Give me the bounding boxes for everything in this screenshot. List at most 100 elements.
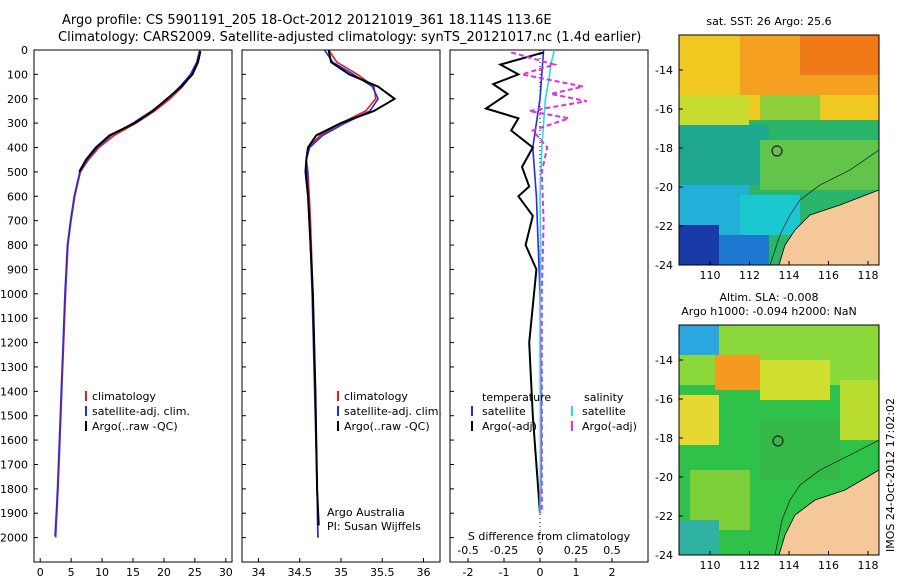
salinity-legend-label: satellite-adj. clim.: [344, 405, 442, 418]
sla_map-ytick-label: -16: [655, 393, 673, 406]
sla_map-ytick-label: -24: [655, 549, 673, 562]
sst_map-xtick-label: 114: [779, 269, 800, 282]
temperature-xtick-label: 25: [188, 566, 202, 579]
temperature-series-satellite-adj-clim-: [54, 50, 201, 537]
salinity-legend-label: climatology: [344, 390, 408, 403]
difference-panel-frame: [449, 49, 649, 563]
salinity-diff-tick-label: -0.25: [490, 544, 518, 557]
depth-tick-label: 200: [7, 93, 28, 106]
depth-tick-label: 1900: [0, 507, 28, 520]
sla_map-xtick-label: 110: [700, 559, 721, 572]
difference-series-salinity-argo-adj-: [510, 51, 587, 514]
temperature-xtick-label: 15: [126, 566, 140, 579]
side-stamp: IMOS 24-Oct-2012 17:02:02: [884, 397, 897, 552]
sla_map-ytick-label: -18: [655, 432, 673, 445]
sla_map-ytick-label: -14: [655, 354, 673, 367]
salinity-diff-axis-label: S difference from climatology: [468, 530, 631, 543]
sst_map-xtick-label: 110: [700, 269, 721, 282]
salinity-xtick-label: 34: [252, 566, 266, 579]
salinity-xtick-label: 36: [417, 566, 431, 579]
sla_map-xtick-label: 114: [779, 559, 800, 572]
depth-tick-label: 1200: [0, 337, 28, 350]
difference-xtick-label: 0: [537, 566, 544, 579]
sst_map-ytick-label: -20: [655, 181, 673, 194]
diff-legend-temp-label: satellite: [482, 405, 526, 418]
depth-tick-label: 0: [21, 44, 28, 57]
sst_map-xtick-label: 112: [739, 269, 760, 282]
salinity-diff-tick-label: 0.5: [603, 544, 621, 557]
diff-legend-salinity-title: salinity: [584, 391, 624, 404]
salinity-series-argo-raw-qc-: [304, 50, 397, 526]
temperature-legend-label: climatology: [92, 390, 156, 403]
salinity-xtick-label: 35.5: [370, 566, 395, 579]
difference-xtick-label: -1: [499, 566, 510, 579]
difference-xtick-label: 1: [573, 566, 580, 579]
salinity-legend-label: Argo(..raw -QC): [344, 420, 430, 433]
sst_map-xtick-label: 118: [858, 269, 879, 282]
salinity-annotation: PI: Susan Wijffels: [327, 520, 421, 533]
diff-legend-sal-label: satellite: [582, 405, 626, 418]
sla_map-ytick-label: -22: [655, 510, 673, 523]
depth-tick-label: 800: [7, 239, 28, 252]
temperature-xtick-label: 0: [37, 566, 44, 579]
header-line2: Climatology: CARS2009. Satellite-adjuste…: [58, 30, 642, 45]
sla_map-title-line: Altim. SLA: -0.008: [719, 291, 818, 304]
sla_map-ytick-label: -20: [655, 471, 673, 484]
sla_map-xtick-label: 118: [858, 559, 879, 572]
sla-argo-marker: [772, 435, 784, 447]
depth-tick-label: 1600: [0, 434, 28, 447]
temperature-series-climatology: [54, 50, 201, 538]
depth-tick-label: 700: [7, 215, 28, 228]
depth-tick-label: 1000: [0, 288, 28, 301]
salinity-diff-tick-label: 0.25: [564, 544, 589, 557]
sst_map-ytick-label: -24: [655, 259, 673, 272]
depth-tick-label: 1800: [0, 483, 28, 496]
difference-xtick-label: 2: [609, 566, 616, 579]
salinity-annotation: Argo Australia: [327, 506, 405, 519]
salinity-diff-tick-label: 0: [537, 544, 544, 557]
sst_map-xtick-label: 116: [818, 269, 839, 282]
salinity-diff-tick-label: -0.5: [457, 544, 478, 557]
temperature-legend-label: satellite-adj. clim.: [92, 405, 190, 418]
chart-layer: 051015202530temperature (deg C)010020030…: [0, 15, 879, 579]
header-line1: Argo profile: CS 5901191_205 18-Oct-2012…: [62, 13, 552, 28]
depth-tick-label: 400: [7, 142, 28, 155]
salinity-xtick-label: 34.5: [288, 566, 313, 579]
diff-legend-temp-label: Argo(-adj): [482, 420, 537, 433]
depth-tick-label: 1700: [0, 458, 28, 471]
difference-series-salinity-satellite: [539, 50, 556, 514]
temperature-legend-label: Argo(..raw -QC): [92, 420, 178, 433]
difference-series-temperature-argo-adj-: [483, 51, 544, 514]
temperature-xtick-label: 10: [95, 566, 109, 579]
depth-tick-label: 1400: [0, 385, 28, 398]
depth-tick-label: 300: [7, 117, 28, 130]
depth-tick-label: 1100: [0, 312, 28, 325]
depth-tick-label: 1300: [0, 361, 28, 374]
sla_map-xtick-label: 112: [739, 559, 760, 572]
sst_map-ytick-label: -16: [655, 103, 673, 116]
sst-argo-marker: [771, 145, 783, 157]
difference-xtick-label: -2: [463, 566, 474, 579]
depth-tick-label: 100: [7, 68, 28, 81]
depth-tick-label: 600: [7, 190, 28, 203]
sst_map-ytick-label: -14: [655, 64, 673, 77]
salinity-panel-frame: [241, 49, 441, 563]
diff-legend-sal-label: Argo(-adj): [582, 420, 637, 433]
temperature-xtick-label: 5: [68, 566, 75, 579]
diff-legend-temperature-title: temperature: [482, 391, 551, 404]
salinity-xtick-label: 35: [334, 566, 348, 579]
temperature-series-argo-raw-qc-: [78, 50, 202, 173]
sla_map-title-line: Argo h1000: -0.094 h2000: NaN: [681, 305, 857, 318]
depth-tick-label: 2000: [0, 532, 28, 545]
sla-map-frame: [678, 324, 880, 556]
sst_map-ytick-label: -18: [655, 142, 673, 155]
sla-map: [679, 325, 879, 555]
depth-tick-label: 900: [7, 263, 28, 276]
temperature-xtick-label: 30: [219, 566, 233, 579]
sst-map-frame: [678, 34, 880, 266]
depth-tick-label: 1500: [0, 410, 28, 423]
sst_map-title: sat. SST: 26 Argo: 25.6: [706, 15, 831, 28]
temperature-xtick-label: 20: [157, 566, 171, 579]
sst_map-ytick-label: -22: [655, 220, 673, 233]
